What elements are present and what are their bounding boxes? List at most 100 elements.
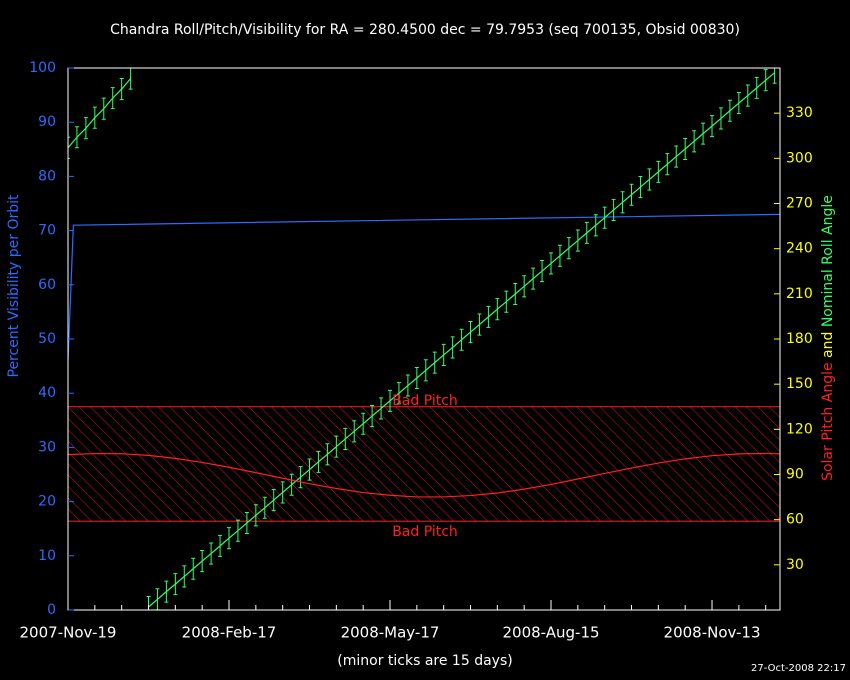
error-bar (727, 99, 732, 122)
x-tick-label: 2008-Feb-17 (182, 624, 277, 642)
error-bar (253, 504, 258, 527)
error-bar (593, 214, 598, 237)
error-bar (772, 68, 777, 84)
error-bar (432, 351, 437, 374)
y-tick-label: 60 (38, 277, 56, 293)
error-bar (602, 206, 607, 229)
error-bar (209, 542, 214, 565)
y2-label-joiner: and (820, 332, 836, 358)
error-bar (504, 290, 509, 313)
y2-label-pitch: Solar Pitch Angle (820, 362, 836, 481)
y-tick-label: 50 (38, 331, 56, 347)
error-bar (227, 527, 232, 550)
y2-tick-label: 240 (786, 241, 813, 257)
error-bar (316, 450, 321, 473)
error-bar (611, 198, 616, 222)
error-bar (423, 359, 428, 382)
y2-tick-label: 30 (786, 557, 804, 573)
error-bar (128, 68, 133, 90)
y-tick-label: 20 (38, 494, 56, 510)
error-bar (396, 382, 401, 405)
error-bar (566, 237, 571, 260)
series-line (68, 452, 780, 498)
footer-timestamp: 27-Oct-2008 22:17 (751, 663, 846, 674)
y2-axis-label: Solar Pitch Angle and Nominal Roll Angle (820, 195, 836, 481)
error-bar (549, 252, 554, 275)
error-bar (325, 443, 330, 466)
error-bar (620, 191, 625, 214)
y-tick-label: 90 (38, 114, 56, 130)
error-bar (468, 321, 473, 344)
error-bar (405, 374, 410, 397)
bad-pitch-label: Bad Pitch (392, 393, 458, 409)
y2-tick-label: 90 (786, 467, 804, 483)
x-tick-label: 2007-Nov-19 (20, 624, 117, 642)
error-bar (656, 160, 661, 183)
error-bar (334, 435, 339, 458)
error-bar (200, 550, 205, 573)
error-bar (74, 126, 79, 149)
error-bar (414, 366, 419, 390)
x-tick-label: 2008-May-17 (341, 624, 440, 642)
error-bar (665, 153, 670, 176)
error-bar (540, 260, 545, 283)
error-bar (522, 275, 527, 298)
error-bar (710, 115, 715, 138)
error-bar (745, 84, 750, 107)
bad-pitch-band (68, 406, 780, 522)
bad-pitch-label: Bad Pitch (392, 524, 458, 540)
error-bar (271, 489, 276, 512)
error-bar (92, 106, 97, 129)
error-bar (388, 389, 393, 412)
error-bar (575, 229, 580, 252)
error-bar (513, 282, 518, 306)
error-bar (718, 107, 723, 130)
error-bar (83, 117, 88, 140)
y2-tick-label: 60 (786, 512, 804, 528)
error-bar (173, 573, 178, 596)
error-bar (218, 534, 223, 557)
y-axis-label: Percent Visibility per Orbit (6, 194, 22, 378)
error-bar (235, 519, 240, 542)
error-bar (477, 313, 482, 336)
y-tick-label: 100 (29, 60, 56, 76)
error-bar (674, 145, 679, 168)
error-bar (298, 466, 303, 489)
error-bar (531, 267, 536, 290)
error-bar (763, 69, 768, 92)
error-bar (101, 97, 106, 120)
y-tick-label: 70 (38, 223, 56, 239)
error-bar (683, 137, 688, 161)
y-tick-label: 10 (38, 548, 56, 564)
error-bar (754, 76, 759, 99)
error-bar (164, 580, 169, 603)
error-bar (262, 496, 267, 519)
y-tick-label: 40 (38, 385, 56, 401)
x-tick-label: 2008-Nov-13 (664, 624, 761, 642)
error-bar (584, 221, 589, 244)
error-bar (244, 511, 249, 535)
error-bar (289, 473, 294, 496)
chart-title: Chandra Roll/Pitch/Visibility for RA = 2… (110, 22, 740, 38)
error-bar (343, 427, 348, 451)
error-bar (191, 557, 196, 580)
error-bar (692, 130, 697, 153)
y-tick-label: 80 (38, 168, 56, 184)
error-bar (307, 458, 312, 481)
error-bar (352, 420, 357, 443)
error-bar (629, 183, 634, 206)
x-axis-label: (minor ticks are 15 days) (337, 653, 512, 669)
y2-label-roll: Nominal Roll Angle (820, 195, 836, 327)
error-bar (119, 78, 124, 101)
error-bar (361, 412, 366, 435)
error-bar (701, 122, 706, 145)
plot-area (68, 68, 780, 610)
error-bar (450, 336, 455, 359)
error-bar (495, 298, 500, 321)
error-bar (68, 136, 70, 159)
error-bar (736, 92, 741, 115)
error-bar (280, 481, 285, 504)
y-tick-label: 0 (47, 602, 56, 618)
